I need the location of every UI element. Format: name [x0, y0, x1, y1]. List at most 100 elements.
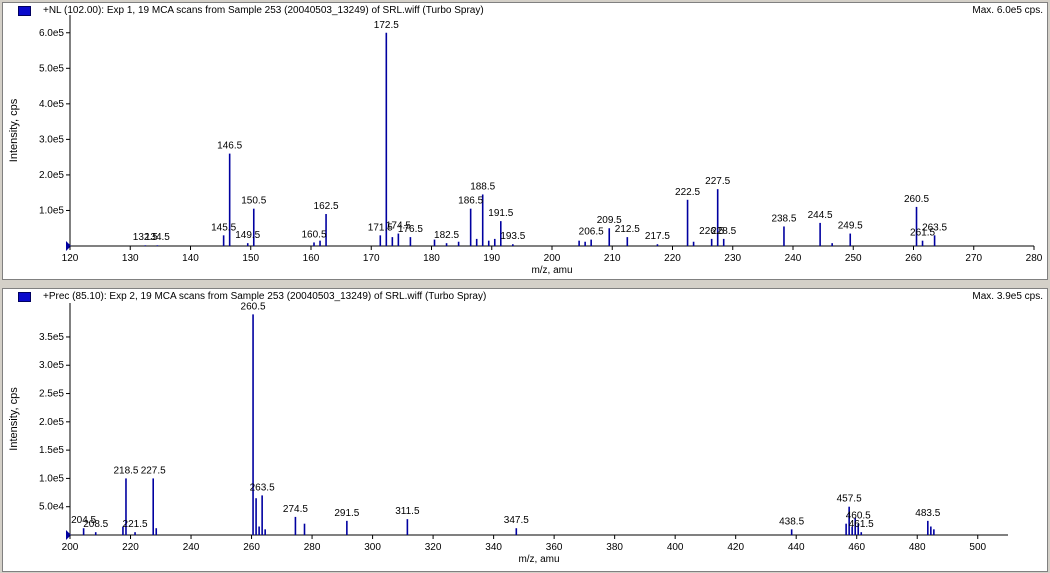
y-tick-label: 2.5e5	[39, 389, 64, 400]
peak-label: 162.5	[314, 201, 339, 212]
y-tick-label: 5.0e4	[39, 502, 64, 513]
peak-label: 208.5	[83, 519, 108, 530]
x-tick-label: 160	[303, 253, 320, 264]
peak-label: 172.5	[374, 20, 399, 31]
peak-label: 227.5	[141, 465, 166, 476]
peak-label: 204.5	[71, 515, 96, 526]
x-tick-label: 380	[606, 542, 623, 553]
spectrum-title: +NL (102.00): Exp 1, 19 MCA scans from S…	[43, 5, 484, 16]
x-tick-label: 140	[182, 253, 199, 264]
y-tick-label: 1.0e5	[39, 473, 64, 484]
peak-label: 149.5	[235, 230, 260, 241]
peak-label: 209.5	[597, 215, 622, 226]
x-tick-label: 220	[664, 253, 681, 264]
peak-label: 249.5	[838, 221, 863, 232]
peak-label: 228.5	[711, 226, 736, 237]
x-tick-label: 320	[425, 542, 442, 553]
x-tick-label: 300	[364, 542, 381, 553]
peak-label: 188.5	[470, 181, 495, 192]
spectrum-title: +Prec (85.10): Exp 2, 19 MCA scans from …	[43, 291, 487, 302]
x-tick-label: 400	[667, 542, 684, 553]
x-tick-label: 270	[965, 253, 982, 264]
y-axis-label: Intensity, cps	[8, 387, 20, 451]
x-tick-label: 170	[363, 253, 380, 264]
x-tick-label: 340	[485, 542, 502, 553]
x-tick-label: 440	[788, 542, 805, 553]
peak-label: 263.5	[250, 482, 275, 493]
y-tick-label: 5.0e5	[39, 63, 64, 74]
x-tick-label: 360	[546, 542, 563, 553]
x-tick-label: 180	[423, 253, 440, 264]
y-tick-label: 3.0e5	[39, 134, 64, 145]
spectrum-plot[interactable]: 120 130 140 150 160 170 180 190 200 210 220 230 240 2…	[3, 3, 1047, 279]
x-tick-label: 280	[1026, 253, 1043, 264]
spectrum-panel-2: +Prec (85.10): Exp 2, 19 MCA scans from …	[2, 288, 1048, 572]
peak-label: 227.5	[705, 176, 730, 187]
x-tick-label: 230	[724, 253, 741, 264]
peak-label: 150.5	[241, 196, 266, 207]
peak-label: 238.5	[771, 213, 796, 224]
peak-label: 226.5	[699, 226, 724, 237]
series-color-icon[interactable]	[18, 6, 31, 16]
x-tick-label: 130	[122, 253, 139, 264]
peak-label: 218.5	[113, 465, 138, 476]
peak-label: 221.5	[123, 519, 148, 530]
x-axis-label: m/z, amu	[531, 265, 572, 276]
y-tick-label: 3.0e5	[39, 360, 64, 371]
y-tick-label: 6.0e5	[39, 28, 64, 39]
peak-label: 274.5	[283, 504, 308, 515]
peak-label: 146.5	[217, 141, 242, 152]
max-intensity-label: Max. 3.9e5 cps.	[972, 291, 1043, 302]
baseline-marker	[66, 241, 71, 251]
peak-label: 186.5	[458, 196, 483, 207]
peak-label: 244.5	[808, 210, 833, 221]
peak-label: 291.5	[334, 508, 359, 519]
peak-label: 457.5	[837, 494, 862, 505]
x-tick-label: 210	[604, 253, 621, 264]
x-tick-label: 150	[242, 253, 259, 264]
x-tick-label: 190	[483, 253, 500, 264]
y-tick-label: 2.0e5	[39, 170, 64, 181]
x-tick-label: 500	[969, 542, 986, 553]
peak-label: 182.5	[434, 230, 459, 241]
x-tick-label: 280	[304, 542, 321, 553]
x-tick-label: 250	[845, 253, 862, 264]
peak-label: 134.5	[145, 232, 170, 243]
peak-label: 212.5	[615, 224, 640, 235]
x-tick-label: 260	[243, 542, 260, 553]
x-tick-label: 460	[848, 542, 865, 553]
y-tick-label: 2.0e5	[39, 417, 64, 428]
peak-label: 193.5	[500, 231, 525, 242]
series-color-icon[interactable]	[18, 292, 31, 302]
peak-label: 460.5	[846, 511, 871, 522]
peak-label: 171.5	[368, 222, 393, 233]
peak-label: 174.5	[386, 221, 411, 232]
x-tick-label: 480	[909, 542, 926, 553]
x-tick-label: 240	[785, 253, 802, 264]
baseline-marker	[66, 530, 71, 540]
peak-label: 260.5	[904, 194, 929, 205]
peak-label: 145.5	[211, 222, 236, 233]
peak-label: 347.5	[504, 515, 529, 526]
max-intensity-label: Max. 6.0e5 cps.	[972, 5, 1043, 16]
peak-label: 160.5	[301, 229, 326, 240]
x-tick-label: 220	[122, 542, 139, 553]
peak-label: 222.5	[675, 187, 700, 198]
peak-label: 483.5	[915, 508, 940, 519]
y-tick-label: 1.5e5	[39, 445, 64, 456]
y-tick-label: 4.0e5	[39, 99, 64, 110]
peak-label: 461.5	[849, 519, 874, 530]
peak-label: 176.5	[398, 224, 423, 235]
x-axis-label: m/z, amu	[518, 554, 559, 565]
x-tick-label: 260	[905, 253, 922, 264]
y-tick-label: 1.0e5	[39, 205, 64, 216]
peak-label: 263.5	[922, 222, 947, 233]
peak-label: 260.5	[241, 301, 266, 312]
x-tick-label: 200	[62, 542, 79, 553]
x-tick-label: 240	[183, 542, 200, 553]
peak-label: 132.5	[133, 232, 158, 243]
spectrum-plot[interactable]: 200 220 240 260 280 300 320 340 360 380 400 420 440 4…	[3, 289, 1047, 571]
y-tick-label: 3.5e5	[39, 332, 64, 343]
peak-label: 261.5	[910, 228, 935, 239]
y-axis-label: Intensity, cps	[8, 98, 20, 162]
